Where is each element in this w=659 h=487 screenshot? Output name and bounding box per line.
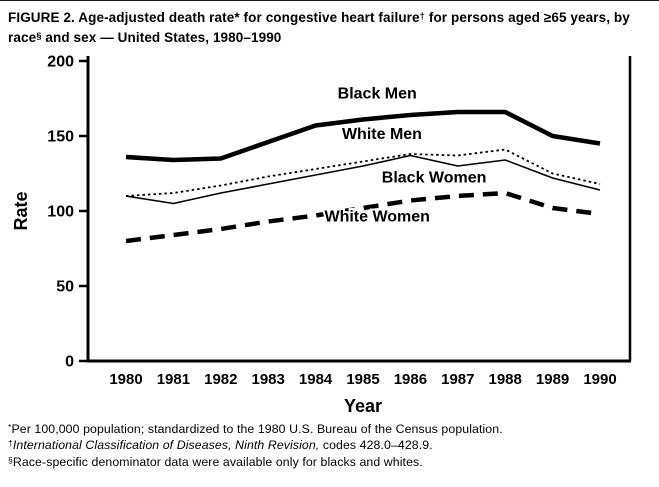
footnote-text: codes 428.0–428.9. xyxy=(319,438,433,453)
x-tick-label: 1990 xyxy=(583,371,616,388)
title-text: and sex — United States, 1980–1990 xyxy=(41,30,282,46)
footnote-italic-text: International Classification of Diseases… xyxy=(12,438,320,453)
title-text: for persons aged ≥65 years, by race xyxy=(8,10,630,46)
figure-title: FIGURE 2. Age-adjusted death rate* for c… xyxy=(0,1,659,51)
footnote-text: Per 100,000 population; standardized to … xyxy=(11,421,503,436)
x-axis-title: Year xyxy=(344,396,382,416)
dagger-marker: † xyxy=(8,438,13,449)
y-tick-label: 150 xyxy=(47,128,74,145)
y-tick-label: 0 xyxy=(65,353,74,370)
y-tick-label: 50 xyxy=(56,278,74,295)
footnote-race-denominator: §Race-specific denominator data were ava… xyxy=(8,454,651,471)
x-tick-label: 1987 xyxy=(441,371,474,388)
footnotes: *Per 100,000 population; standardized to… xyxy=(0,417,659,472)
x-tick-label: 1982 xyxy=(204,371,237,388)
y-tick-label: 200 xyxy=(47,53,74,70)
series-line-white-women xyxy=(125,190,601,243)
series-label-white-men: White Men xyxy=(342,126,422,143)
section-marker: § xyxy=(8,455,13,466)
series-label-white-women: White Women xyxy=(324,208,429,225)
footnote-per-100000: *Per 100,000 population; standardized to… xyxy=(8,421,651,438)
x-tick-label: 1985 xyxy=(346,371,379,388)
x-tick-label: 1980 xyxy=(109,371,142,388)
title-text: FIGURE 2. Age-adjusted death rate* for c… xyxy=(8,10,420,25)
x-tick-label: 1983 xyxy=(252,371,285,388)
x-tick-label: 1988 xyxy=(489,371,522,388)
line-chart: 0 50 100 150 200 1980 1981 1982 1983 1984 1985 1986… xyxy=(11,53,632,416)
series-label-black-men: Black Men xyxy=(338,85,417,102)
asterisk-marker: * xyxy=(8,421,12,432)
y-tick-label: 100 xyxy=(47,203,74,220)
x-tick-label: 1989 xyxy=(536,371,569,388)
chart-area: 0 50 100 150 200 1980 1981 1982 1983 1984 1985 1986… xyxy=(0,51,659,417)
x-tick-label: 1981 xyxy=(157,371,190,388)
x-tick-label: 1984 xyxy=(299,371,333,388)
series-line-white-men xyxy=(125,148,601,197)
series-line-black-men xyxy=(125,109,601,162)
footnote-text: Race-specific denominator data were avai… xyxy=(12,455,423,470)
footnote-icd-codes: †International Classification of Disease… xyxy=(8,437,651,454)
section-superscript: § xyxy=(36,30,42,42)
series-label-black-women: Black Women xyxy=(382,169,487,186)
x-tick-label: 1986 xyxy=(394,371,427,388)
dagger-superscript: † xyxy=(419,10,426,22)
series-line-black-women xyxy=(125,154,601,204)
y-axis-title: Rate xyxy=(11,191,31,230)
